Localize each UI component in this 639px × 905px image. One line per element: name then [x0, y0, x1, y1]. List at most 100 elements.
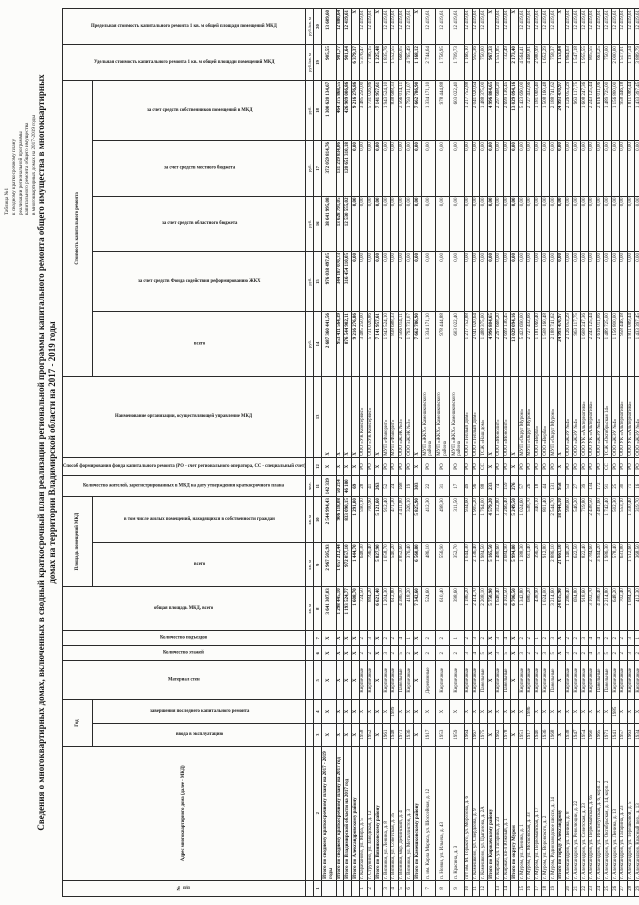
- table-row: 14 г. Киржач, кв-л Южный, д. 1 1978 X Панель…: [503, 8, 511, 897]
- cell: ТСЖ «Октябрьская 14»: [603, 376, 612, 458]
- cell: 12 419,61: [421, 8, 436, 45]
- cell: X: [510, 723, 519, 747]
- cell: 46 180: [343, 475, 352, 497]
- cell: 1 181 069,40: [534, 311, 542, 377]
- cell: X: [557, 630, 566, 646]
- col-header-premises-area-group: Площадь помещений МКД: [62, 496, 93, 587]
- cell: 1947: [572, 723, 581, 747]
- cell: [487, 880, 496, 897]
- cell: ООО «Теплый Дом»: [464, 376, 473, 458]
- cell: г. Муром, Радиозаводское шоссе, д. 14: [549, 746, 558, 881]
- cell: 0,00: [374, 196, 383, 252]
- col-header-label: Наименование организации, осуществляющей…: [115, 414, 253, 420]
- cell: 2 243 125,44: [588, 80, 597, 141]
- cell: 0,00: [374, 251, 383, 312]
- cell: 0,00: [596, 140, 604, 197]
- cell: [413, 880, 422, 897]
- cell: 1 433 397,45: [634, 311, 639, 377]
- cell: 1953: [435, 723, 450, 747]
- cell: 20: [565, 880, 573, 897]
- cell: 7 141 957,61: [374, 80, 383, 141]
- cell: 12: [313, 457, 322, 476]
- cell: 0,00: [421, 251, 436, 312]
- cell: 13 029 094,16: [510, 80, 519, 141]
- cell: X: [351, 8, 360, 45]
- cell: ООО «ЖЭК №3»: [405, 376, 414, 458]
- col-header-max-cost: Предельная стоимость капитального ремонт…: [62, 8, 306, 45]
- cell: Кирпичные: [619, 660, 628, 700]
- cell: 2 188 741,62: [549, 80, 558, 141]
- cell: 0,00: [503, 196, 511, 252]
- cell: г. Струнино, ул. Заводская, д. 12: [367, 746, 375, 881]
- cell: [305, 880, 314, 897]
- cell: 2 041 020,64: [472, 80, 480, 141]
- cell: 4: [390, 880, 399, 897]
- cell: X: [534, 700, 542, 724]
- cell: X: [413, 630, 422, 646]
- cell: 2 967 505,93: [321, 542, 337, 587]
- col-header-floors: Количество этажей: [62, 645, 306, 661]
- cell: 4 460,81: [526, 44, 535, 81]
- cell: 1958: [359, 723, 368, 747]
- cell: 901,77: [336, 44, 344, 81]
- cell: 0,00: [413, 251, 422, 312]
- cell: 4 386,40: [596, 586, 604, 631]
- cell: 1 291,00: [351, 496, 360, 543]
- col-header-label: Адрес многоквартирного дома (далее - МКД…: [181, 765, 187, 862]
- cell: X: [336, 660, 344, 700]
- cell: 12 419,61: [611, 8, 620, 45]
- cell: 0,00: [557, 140, 566, 197]
- cell: 2 136,40: [472, 542, 480, 587]
- cell: руб./кв. м: [305, 44, 314, 81]
- cell: 0,00: [382, 196, 391, 252]
- cell: 69: [351, 475, 360, 497]
- col-header-label: общая площадь МКД, всего: [154, 606, 214, 612]
- cell: 12 419,61: [596, 8, 604, 45]
- cell: 918,60: [580, 586, 589, 631]
- cell: 540,20: [390, 542, 399, 587]
- cell: X: [321, 457, 337, 476]
- cell: 5 423 690,00: [518, 80, 527, 141]
- cell: 0,00: [565, 251, 573, 312]
- cell: ООО «Верба»: [534, 376, 542, 458]
- cell: г. Александров, ул. Ленина, д. 13: [611, 746, 620, 881]
- cell: [305, 630, 314, 646]
- cell: 12 419,61: [627, 8, 635, 45]
- cell: 1989: [390, 700, 399, 724]
- cell: РО: [534, 457, 542, 476]
- cell: X: [321, 645, 337, 661]
- cell: X: [588, 700, 597, 724]
- cell: 0,00: [526, 140, 535, 197]
- cell: г. Камешково, ул. Цыганова, д. 2А: [479, 746, 488, 881]
- cell: РО: [495, 457, 504, 476]
- cell: X: [343, 700, 352, 724]
- cell: 0,00: [549, 140, 558, 197]
- cell: 3 684,90: [503, 542, 511, 587]
- cell: 1962: [495, 723, 504, 747]
- cell: 0,00: [359, 140, 368, 197]
- cell: 12 530 555,02: [343, 196, 352, 252]
- cell: Кирпичные: [526, 660, 535, 700]
- cell: 2 744,64: [421, 44, 436, 81]
- cell: 0,00: [518, 251, 527, 312]
- cell: X: [557, 457, 566, 476]
- cell: 0,00: [351, 140, 360, 197]
- col-header-label: за счет средств Фонда содействия реформи…: [138, 278, 261, 284]
- cell: 1 342,80: [518, 586, 527, 631]
- cell: 1 709,73: [449, 44, 465, 81]
- cell: 5 376,47: [359, 44, 368, 81]
- cell: 316 454 110,05: [343, 251, 352, 312]
- cell: [305, 700, 314, 724]
- cell: 934,60: [464, 496, 473, 543]
- cell: 2: [479, 630, 488, 646]
- cell: 1 334 171,10: [421, 311, 436, 377]
- cell: 631,80: [619, 542, 628, 587]
- cell: РО: [619, 457, 628, 476]
- cell: г. Муром, ул. Московская, д. 33: [526, 746, 535, 881]
- cell: 0,00: [534, 251, 542, 312]
- cell: 1 188,30: [518, 542, 527, 587]
- cell: 17: [449, 475, 465, 497]
- cell: п. им. Карла Маркса, ул. Шоссейная, д. 1…: [421, 746, 436, 881]
